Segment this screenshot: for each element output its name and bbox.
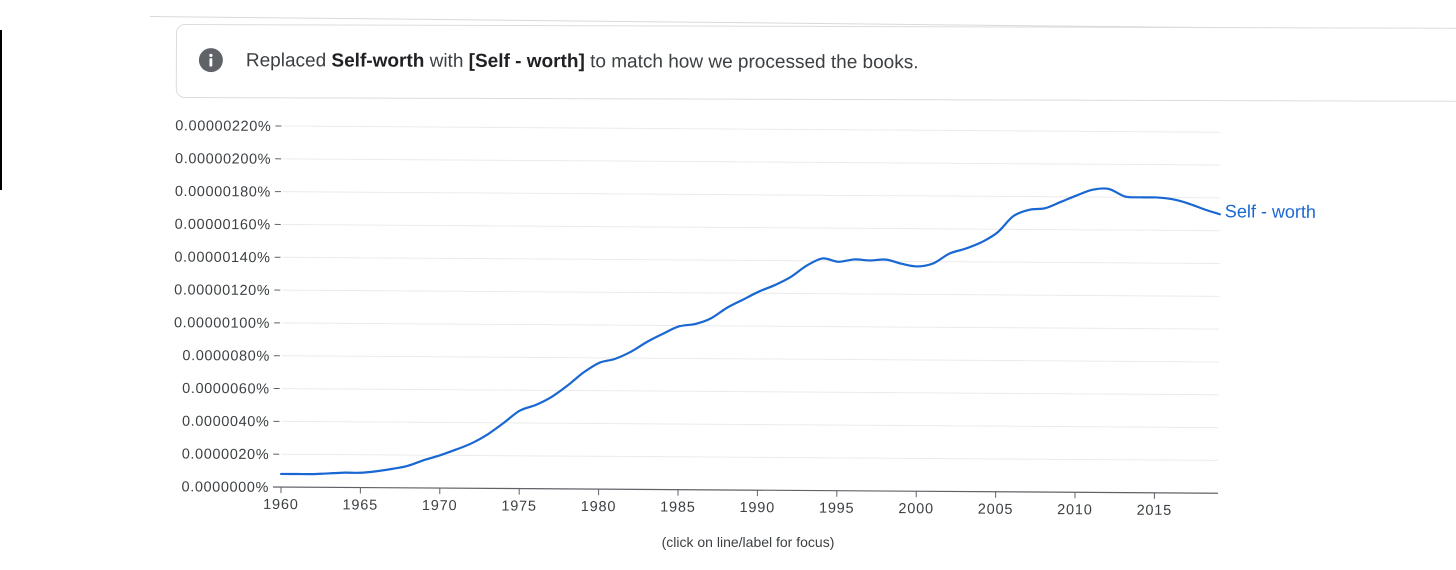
y-tick-label: 0.0000000% (182, 479, 270, 496)
y-tick-label: 0.00000140% (174, 250, 270, 267)
y-tick-label: 0.00000100% (174, 315, 270, 332)
x-tick-label: 1960 (263, 497, 299, 513)
y-tick-label: 0.0000080% (182, 348, 270, 365)
x-tick-label: 2005 (978, 502, 1014, 518)
x-tick-label: 1980 (581, 499, 617, 515)
gridline (283, 257, 1220, 263)
x-axis (273, 487, 1218, 493)
y-tick-label: 0.00000160% (175, 217, 271, 234)
x-tick-label: 1970 (422, 498, 458, 514)
gridline (283, 224, 1220, 230)
gridline (281, 421, 1218, 427)
y-tick-label: 0.0000020% (182, 447, 270, 464)
x-tick-label: 2010 (1057, 502, 1093, 518)
y-tick-label: 0.00000120% (174, 282, 270, 299)
y-tick-label: 0.0000040% (182, 414, 270, 431)
x-tick-label: 1985 (660, 500, 696, 516)
x-tick-label: 1990 (740, 500, 776, 516)
series-label-self-worth[interactable]: Self - worth (1225, 201, 1316, 222)
x-tick-label: 1965 (342, 497, 378, 513)
y-tick-label: 0.00000200% (175, 151, 271, 168)
y-tick-label: 0.00000220% (175, 118, 271, 135)
gridline (282, 389, 1219, 395)
x-tick-label: 2000 (898, 501, 934, 517)
gridline (283, 159, 1220, 165)
chart-footnote: (click on line/label for focus) (0, 534, 1456, 550)
y-tick-label: 0.00000180% (175, 184, 271, 201)
gridline (283, 126, 1220, 132)
y-tick-label: 0.0000060% (182, 381, 270, 398)
gridline (281, 454, 1218, 460)
gridline (282, 356, 1219, 362)
x-tick-label: 1975 (501, 498, 537, 514)
gridline (282, 323, 1219, 329)
x-tick-label: 2015 (1137, 503, 1173, 519)
x-tick-label: 1995 (819, 501, 855, 517)
